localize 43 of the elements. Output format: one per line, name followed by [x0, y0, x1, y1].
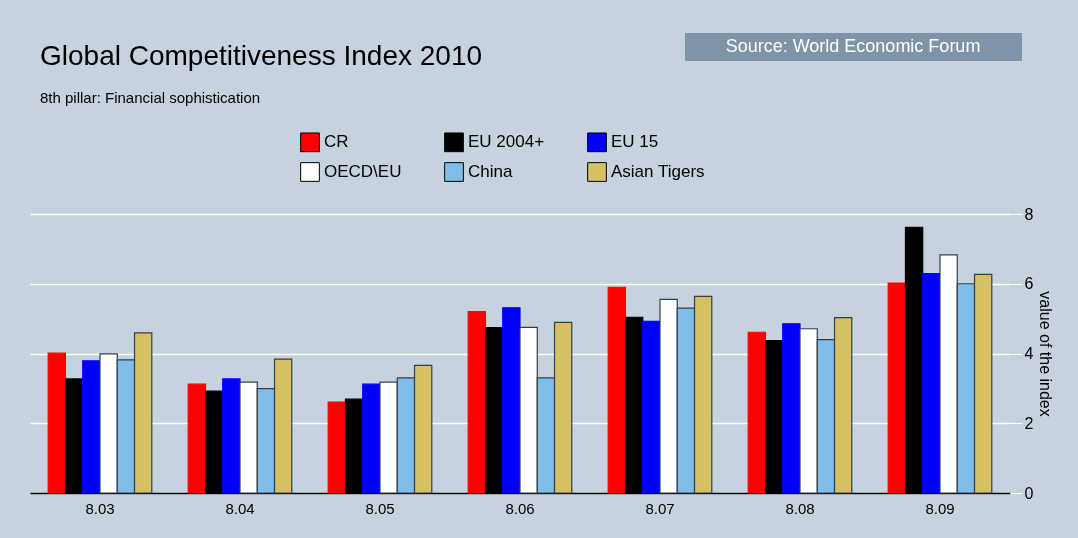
bar — [362, 383, 381, 494]
legend-label: OECD\EU — [324, 162, 402, 181]
legend-label: EU 15 — [611, 132, 659, 152]
chart-title: Global Competitiveness Index 2010 — [40, 40, 483, 71]
x-tick-label: 8.09 — [925, 499, 955, 517]
x-tick-label: 8.06 — [505, 499, 535, 517]
chart-subtitle: 8th pillar: Financial sophistication — [40, 89, 261, 106]
bar — [747, 331, 767, 494]
y-tick-label: 4 — [1024, 345, 1034, 362]
y-tick-label: 6 — [1024, 275, 1034, 293]
bar — [502, 307, 521, 494]
y-tick-label: 0 — [1024, 484, 1034, 502]
bar — [782, 323, 801, 494]
bar — [887, 282, 907, 494]
x-tick-label: 8.04 — [225, 499, 255, 517]
legend-label: EU 2004+ — [468, 132, 545, 152]
x-tick-label: 8.08 — [785, 499, 815, 517]
bar — [642, 320, 661, 494]
bar — [344, 398, 364, 494]
bar — [467, 311, 487, 494]
bar — [922, 273, 941, 494]
x-tick-label: 8.05 — [365, 499, 395, 517]
x-tick-label: 8.07 — [645, 499, 675, 517]
bar — [64, 378, 84, 494]
bar — [222, 378, 241, 494]
bar — [607, 286, 627, 494]
bar — [204, 390, 224, 494]
bar — [624, 316, 644, 494]
bar — [484, 327, 504, 494]
bar — [47, 352, 67, 494]
source-note: Source: World Economic Forum — [725, 36, 981, 56]
legend-label: Asian Tigers — [611, 162, 705, 181]
bar — [327, 401, 347, 494]
y-tick-label: 2 — [1024, 414, 1034, 432]
bar — [764, 340, 784, 494]
legend-label: China — [468, 162, 513, 181]
y-axis-title: value of the index — [1037, 291, 1055, 417]
bar — [82, 360, 101, 494]
bar — [904, 226, 924, 494]
x-tick-label: 8.03 — [85, 499, 115, 517]
y-tick-label: 8 — [1024, 205, 1034, 223]
bar — [187, 383, 207, 494]
legend-label: CR — [324, 132, 349, 152]
